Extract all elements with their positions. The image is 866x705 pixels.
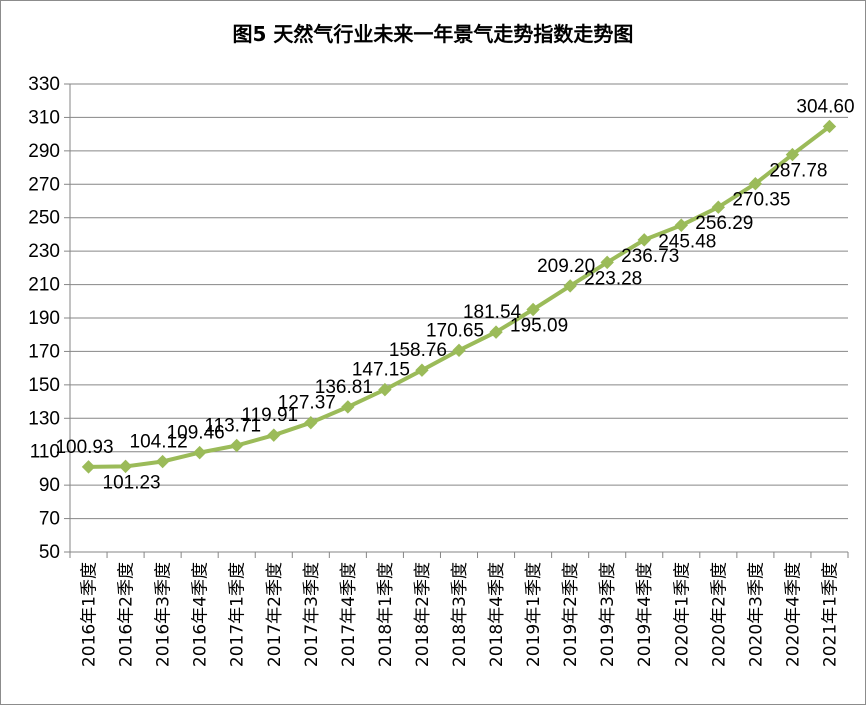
- data-label: 304.60: [796, 96, 854, 117]
- y-tick-label: 210: [28, 275, 60, 296]
- gridlines: [70, 83, 848, 520]
- data-label: 270.35: [732, 190, 790, 211]
- data-point: [415, 363, 429, 377]
- x-tick-label: 2018年2季度: [413, 562, 433, 667]
- y-tick-label: 190: [28, 308, 60, 329]
- data-point: [785, 147, 800, 162]
- x-tick-label: 2016年4季度: [191, 562, 211, 667]
- data-point: [822, 119, 837, 134]
- x-tick-label: 2017年2季度: [265, 562, 285, 667]
- chart-title: 图5 天然气行业未来一年景气走势指数走势图: [232, 22, 634, 46]
- data-point: [711, 200, 726, 214]
- data-label: 101.23: [103, 472, 161, 493]
- data-label: 256.29: [695, 213, 753, 234]
- data-label: 209.20: [537, 256, 595, 277]
- x-tick-label: 2020年4季度: [783, 562, 803, 667]
- data-point: [637, 233, 651, 247]
- x-tick-label: 2019年2季度: [561, 562, 581, 667]
- y-tick-label: 330: [28, 74, 60, 95]
- data-label: 100.93: [55, 437, 113, 458]
- x-tick-label: 2016年2季度: [117, 562, 137, 667]
- data-label: 181.54: [463, 302, 522, 323]
- data-label: 104.12: [130, 432, 188, 453]
- series-points: [81, 119, 837, 474]
- x-tick-label: 2017年4季度: [339, 562, 359, 667]
- y-tick-label: 230: [28, 241, 60, 262]
- data-point: [341, 400, 355, 414]
- x-tick-label: 2019年3季度: [598, 562, 618, 667]
- series-line: [88, 124, 831, 469]
- y-axis-ticks: 50 70 90 110 130 150 170 190 210 230 250 270 290 310 3…: [28, 74, 70, 563]
- x-tick-label: 2020年2季度: [709, 562, 729, 667]
- y-tick-label: 290: [28, 141, 60, 162]
- data-label: 223.28: [584, 268, 642, 289]
- x-tick-label: 2017年3季度: [302, 562, 322, 667]
- data-point: [230, 438, 244, 453]
- x-tick-label: 2017年1季度: [228, 562, 248, 667]
- data-point: [452, 343, 466, 358]
- y-tick-label: 130: [28, 408, 60, 429]
- data-label: 245.48: [658, 231, 716, 252]
- x-tick-label: 2020年1季度: [672, 562, 692, 667]
- data-label: 147.15: [352, 360, 410, 381]
- y-tick-label: 70: [39, 509, 60, 530]
- data-label: 109.46: [167, 423, 225, 444]
- data-point: [81, 460, 96, 474]
- data-label: 236.73: [621, 246, 679, 267]
- y-tick-label: 170: [28, 341, 60, 362]
- data-point: [378, 382, 392, 397]
- data-point: [304, 415, 318, 430]
- data-label: 195.09: [510, 315, 568, 336]
- data-label: 158.76: [389, 340, 447, 361]
- axes: [69, 84, 848, 553]
- y-tick-label: 50: [39, 542, 60, 563]
- x-tick-label: 2016年3季度: [154, 562, 174, 667]
- data-point: [674, 218, 688, 232]
- x-tick-label: 2018年4季度: [487, 562, 507, 667]
- data-label: 136.81: [315, 377, 373, 398]
- data-label: 170.65: [426, 320, 484, 341]
- x-axis-ticks: 2016年1季度 2016年2季度 2016年3季度 2016年4季度 2017年1季度…: [69, 552, 849, 667]
- data-point: [526, 302, 540, 317]
- data-point: [489, 325, 503, 339]
- data-point: [192, 445, 207, 460]
- data-point: [600, 255, 614, 270]
- x-tick-label: 2018年3季度: [450, 562, 470, 667]
- x-tick-label: 2019年4季度: [635, 562, 655, 667]
- data-point: [118, 459, 133, 474]
- data-label: 119.91: [241, 405, 298, 426]
- data-label: 113.71: [204, 416, 261, 437]
- data-point: [155, 454, 170, 469]
- data-label: 127.37: [278, 393, 336, 414]
- x-tick-label: 2018年1季度: [376, 562, 396, 667]
- series-polyline: [88, 124, 831, 469]
- data-point: [267, 428, 281, 442]
- data-label: 287.78: [769, 161, 827, 182]
- data-point: [748, 176, 763, 191]
- y-tick-label: 270: [28, 174, 60, 195]
- data-point: [563, 279, 577, 293]
- data-labels: 100.93 101.23 104.12109.46113.71119.91127.…: [55, 96, 854, 493]
- x-tick-label: 2021年1季度: [820, 562, 840, 667]
- y-tick-label: 250: [28, 208, 60, 229]
- x-tick-label: 2016年1季度: [80, 562, 100, 667]
- x-tick-label: 2020年3季度: [746, 562, 766, 667]
- y-tick-label: 310: [28, 107, 60, 128]
- y-tick-label: 150: [28, 375, 60, 396]
- y-tick-label: 90: [39, 475, 60, 496]
- y-tick-label: 110: [30, 442, 60, 463]
- x-tick-label: 2019年1季度: [524, 562, 544, 667]
